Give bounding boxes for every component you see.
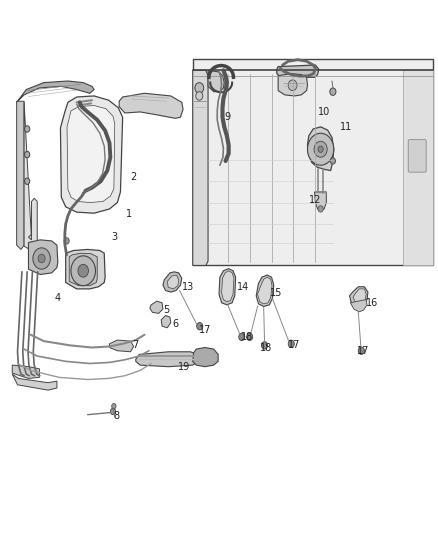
Polygon shape bbox=[167, 275, 179, 289]
Polygon shape bbox=[150, 301, 163, 313]
Text: 17: 17 bbox=[357, 346, 369, 356]
Text: 3: 3 bbox=[111, 232, 117, 242]
Polygon shape bbox=[119, 93, 183, 118]
Text: 15: 15 bbox=[270, 288, 282, 298]
Polygon shape bbox=[136, 352, 198, 367]
Circle shape bbox=[25, 126, 30, 132]
Circle shape bbox=[318, 146, 323, 152]
Circle shape bbox=[288, 80, 297, 91]
Circle shape bbox=[71, 256, 95, 286]
Polygon shape bbox=[12, 374, 57, 390]
Circle shape bbox=[318, 206, 323, 212]
Text: 17: 17 bbox=[288, 341, 300, 350]
Circle shape bbox=[195, 83, 204, 93]
Text: 17: 17 bbox=[199, 326, 211, 335]
Circle shape bbox=[239, 333, 245, 341]
Circle shape bbox=[110, 408, 116, 415]
Circle shape bbox=[330, 88, 336, 95]
Circle shape bbox=[358, 347, 364, 354]
Polygon shape bbox=[278, 74, 307, 96]
Polygon shape bbox=[193, 348, 218, 367]
Text: 8: 8 bbox=[113, 411, 119, 421]
Polygon shape bbox=[350, 300, 367, 312]
Polygon shape bbox=[277, 65, 319, 77]
Text: 6: 6 bbox=[172, 319, 178, 329]
Text: 18: 18 bbox=[241, 332, 254, 342]
Circle shape bbox=[78, 264, 88, 277]
FancyBboxPatch shape bbox=[193, 59, 433, 265]
Polygon shape bbox=[163, 272, 182, 292]
Polygon shape bbox=[67, 106, 115, 203]
Polygon shape bbox=[258, 277, 272, 304]
Text: 4: 4 bbox=[55, 294, 61, 303]
Polygon shape bbox=[17, 81, 94, 102]
Circle shape bbox=[261, 342, 268, 349]
Circle shape bbox=[197, 322, 203, 330]
Text: 9: 9 bbox=[225, 112, 231, 122]
Circle shape bbox=[307, 133, 334, 165]
Polygon shape bbox=[219, 269, 236, 305]
Polygon shape bbox=[60, 96, 123, 213]
Circle shape bbox=[330, 158, 336, 164]
Polygon shape bbox=[110, 340, 134, 352]
FancyBboxPatch shape bbox=[408, 140, 426, 172]
Circle shape bbox=[247, 333, 253, 341]
Text: 10: 10 bbox=[318, 107, 330, 117]
Circle shape bbox=[112, 403, 116, 409]
Polygon shape bbox=[208, 70, 224, 92]
Text: 12: 12 bbox=[309, 195, 321, 205]
Text: 5: 5 bbox=[163, 305, 170, 315]
Polygon shape bbox=[193, 70, 208, 265]
Polygon shape bbox=[256, 275, 274, 306]
Polygon shape bbox=[24, 102, 37, 251]
Polygon shape bbox=[12, 365, 39, 378]
Circle shape bbox=[288, 340, 294, 348]
Circle shape bbox=[33, 248, 50, 269]
Polygon shape bbox=[403, 70, 433, 265]
Circle shape bbox=[196, 92, 203, 100]
Text: 14: 14 bbox=[237, 282, 249, 292]
Circle shape bbox=[64, 238, 69, 244]
Polygon shape bbox=[69, 253, 97, 286]
Text: 1: 1 bbox=[126, 209, 132, 219]
Polygon shape bbox=[28, 240, 58, 274]
Text: 19: 19 bbox=[178, 362, 190, 372]
Polygon shape bbox=[350, 287, 368, 306]
Polygon shape bbox=[222, 271, 234, 302]
Circle shape bbox=[25, 151, 30, 158]
Text: 7: 7 bbox=[133, 341, 139, 350]
Polygon shape bbox=[66, 249, 105, 289]
Text: 2: 2 bbox=[131, 172, 137, 182]
Circle shape bbox=[314, 141, 327, 157]
Circle shape bbox=[25, 178, 30, 184]
Text: 13: 13 bbox=[182, 282, 194, 292]
Polygon shape bbox=[353, 289, 366, 304]
Circle shape bbox=[38, 254, 45, 263]
Text: 18: 18 bbox=[260, 343, 272, 352]
Polygon shape bbox=[314, 192, 326, 211]
Text: 11: 11 bbox=[340, 122, 352, 132]
Polygon shape bbox=[17, 101, 24, 249]
Text: 16: 16 bbox=[366, 298, 378, 308]
Polygon shape bbox=[161, 316, 171, 328]
Polygon shape bbox=[307, 127, 334, 171]
